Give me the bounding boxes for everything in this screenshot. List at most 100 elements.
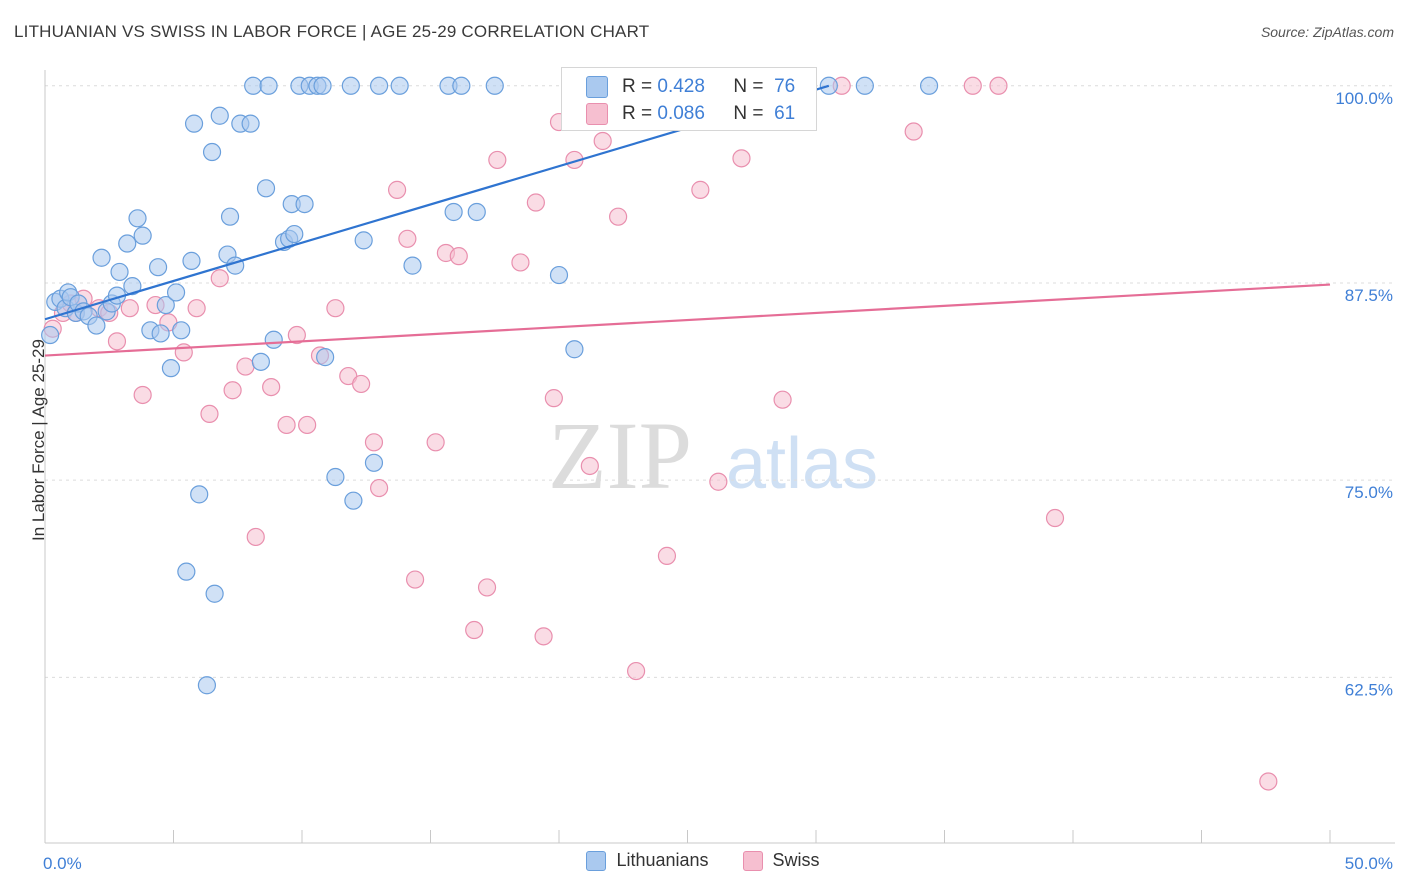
swiss-point xyxy=(963,76,982,95)
lithuanian-point xyxy=(172,321,191,340)
legend-label: Swiss xyxy=(772,850,820,870)
lithuanian-point xyxy=(452,76,471,95)
lithuanian-point xyxy=(151,324,170,343)
lithuanian-point xyxy=(565,340,584,359)
lithuanian-point xyxy=(241,114,260,133)
lithuanian-point xyxy=(390,76,409,95)
lithuanian-point xyxy=(467,202,486,222)
swiss-point xyxy=(1045,508,1065,528)
lithuanian-point xyxy=(197,676,217,695)
legend-item-lithuanians[interactable]: Lithuanians xyxy=(586,850,709,871)
legend-row-lithuanians: R = 0.428 N = 76 xyxy=(586,76,795,98)
swiss-point xyxy=(534,627,553,646)
y-tick-label: 75.0% xyxy=(1345,483,1393,502)
lithuanian-point xyxy=(326,467,345,487)
lithuanian-point xyxy=(285,224,304,244)
swiss-point xyxy=(526,193,545,212)
lithuanian-point xyxy=(205,584,224,603)
x-tick-label: 50.0% xyxy=(1345,854,1393,873)
swiss-point xyxy=(593,131,612,151)
lithuanian-point xyxy=(354,231,373,250)
swiss-point xyxy=(732,149,751,168)
lithuanian-point xyxy=(161,359,181,378)
swiss-point xyxy=(352,374,371,394)
series-legend: Lithuanians Swiss xyxy=(0,850,1406,871)
swiss-point xyxy=(544,389,563,408)
lithuanian-point xyxy=(220,207,240,226)
legend-item-swiss[interactable]: Swiss xyxy=(742,850,820,871)
lithuanians-legend-swatch xyxy=(586,850,607,871)
lithuanian-point xyxy=(444,202,463,222)
swiss-point xyxy=(223,381,242,400)
swiss-point xyxy=(449,247,468,266)
legend-row-swiss: R = 0.086 N = 61 xyxy=(586,103,795,125)
n-label: N = xyxy=(733,103,764,124)
lithuanian-point xyxy=(123,277,142,296)
swiss-point xyxy=(426,433,445,452)
lithuanian-point xyxy=(110,262,129,282)
lithuanian-point xyxy=(485,76,504,95)
source-credit: Source: ZipAtlas.com xyxy=(1260,24,1394,40)
lithuanian-point xyxy=(313,76,332,95)
swiss-point xyxy=(187,299,206,318)
swiss-point xyxy=(387,180,407,199)
watermark: ZIP atlas xyxy=(548,402,878,509)
legend-label: Lithuanians xyxy=(616,850,709,870)
axes xyxy=(44,70,1395,844)
lithuanian-point xyxy=(128,209,147,228)
y-axis-label-wrap: In Labor Force | Age 25-29 xyxy=(29,339,49,541)
lithuanian-point xyxy=(226,256,245,275)
swiss-point xyxy=(1259,772,1278,791)
swiss-point xyxy=(609,207,628,226)
swiss-legend-swatch xyxy=(742,850,763,871)
swiss-point xyxy=(326,299,345,318)
r-value: 0.428 xyxy=(657,76,705,97)
n-value: 61 xyxy=(774,103,796,124)
lithuanian-point xyxy=(177,562,196,581)
lithuanian-point xyxy=(148,258,168,277)
swiss-point xyxy=(657,546,677,565)
y-tick-label: 100.0% xyxy=(1335,89,1393,108)
watermark-atlas: atlas xyxy=(726,424,878,504)
swiss-point xyxy=(465,620,484,640)
swiss-point xyxy=(773,390,792,409)
swiss-point xyxy=(120,299,139,318)
lithuanian-point xyxy=(190,485,209,504)
lithuanian-point xyxy=(316,348,335,367)
swiss-point xyxy=(580,456,599,476)
tick-labels: 62.5% 75.0% 87.5% 100.0% 0.0% 50.0% xyxy=(43,89,1393,873)
swiss-point xyxy=(107,332,127,351)
lithuanian-point xyxy=(244,76,263,95)
swiss-point xyxy=(709,472,728,491)
lithuanian-point xyxy=(156,295,175,315)
y-tick-label: 87.5% xyxy=(1345,286,1393,305)
swiss-point xyxy=(246,527,265,547)
swiss-point xyxy=(691,180,710,199)
swiss-point xyxy=(200,404,219,424)
y-tick-label: 62.5% xyxy=(1345,680,1393,699)
stats-legend: R = 0.428 N = 76 R = 0.086 N = 61 xyxy=(561,67,817,131)
watermark-zip: ZIP xyxy=(548,402,692,509)
swiss-point xyxy=(370,478,389,498)
swiss-point xyxy=(488,150,507,170)
gridlines xyxy=(45,85,1395,678)
swiss-point xyxy=(511,253,530,272)
swiss-point xyxy=(174,343,193,362)
lithuanian-point xyxy=(166,283,186,302)
lithuanian-point xyxy=(341,76,360,95)
lithuanian-point xyxy=(256,179,276,198)
r-label: R = xyxy=(622,76,653,97)
y-axis-label: In Labor Force | Age 25-29 xyxy=(29,339,48,541)
swiss-point xyxy=(626,661,646,681)
lithuanian-point xyxy=(87,316,106,335)
n-label: N = xyxy=(733,76,764,97)
swiss-point xyxy=(210,269,229,288)
swiss-trend-line xyxy=(44,283,1331,357)
lithuanian-point xyxy=(182,251,201,270)
chart-title: LITHUANIAN VS SWISS IN LABOR FORCE | AGE… xyxy=(14,22,650,41)
swiss-point xyxy=(262,377,281,397)
data-points xyxy=(41,76,1278,791)
lithuanian-point xyxy=(370,76,389,95)
swiss-point xyxy=(477,578,497,597)
